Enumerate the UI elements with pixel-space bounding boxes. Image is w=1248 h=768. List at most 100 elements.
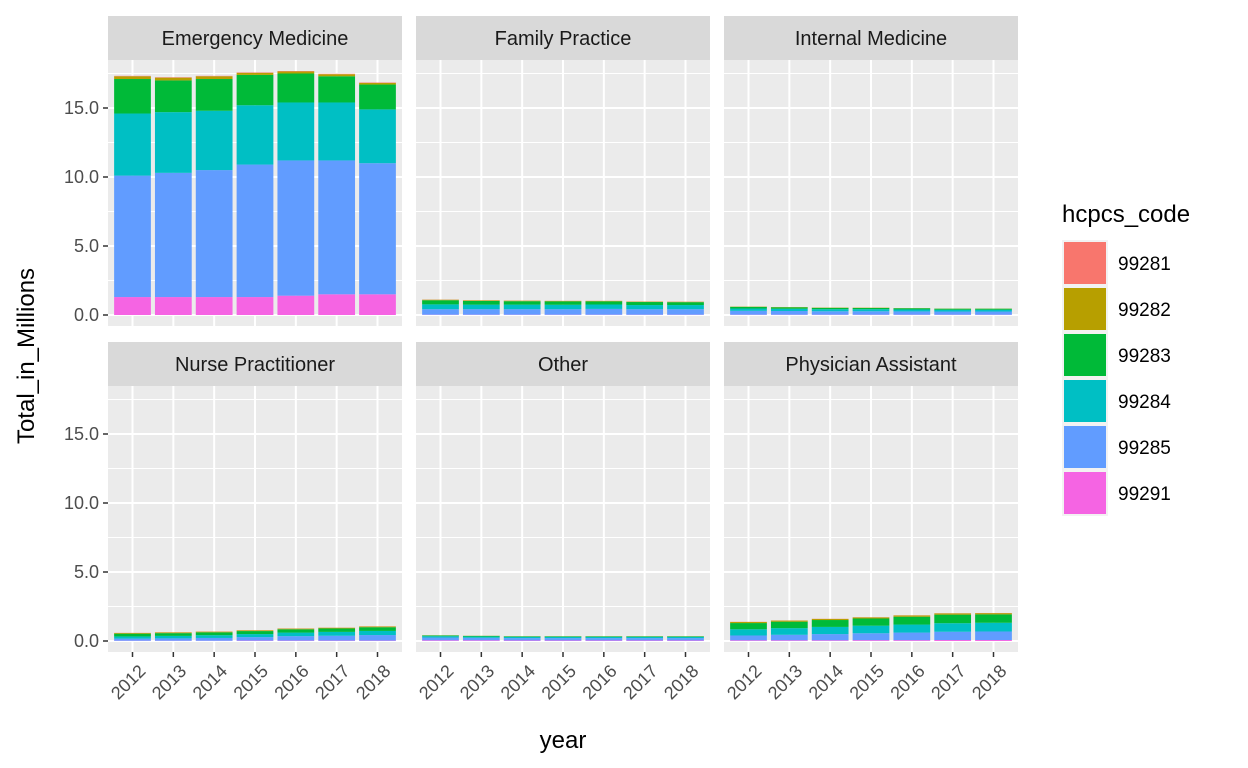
bar-segment-99285 (811, 311, 849, 315)
bar-segment-99283 (359, 627, 396, 631)
bar-segment-99283 (236, 631, 274, 635)
legend-label: 99282 (1118, 300, 1171, 321)
bar-segment-99284 (544, 304, 582, 310)
bar-segment-99291 (154, 297, 192, 315)
x-tick-label: 2012 (107, 661, 149, 703)
legend-item: 99284 (1062, 378, 1171, 424)
x-tick-label: 2012 (415, 661, 457, 703)
bar-segment-99282 (811, 618, 849, 621)
bar-segment-99282 (975, 613, 1012, 615)
bar-segment-99284 (422, 304, 459, 310)
legend-title: hcpcs_code (1062, 201, 1190, 228)
bar-segment-99285 (503, 638, 541, 641)
bar-segment-99283 (503, 636, 541, 637)
bar-segment-99291 (114, 297, 151, 315)
bar-segment-99284 (811, 626, 849, 635)
bar-segment-99284 (770, 628, 808, 635)
x-tick-label: 2013 (456, 661, 498, 703)
facet-panels: Emergency Medicine 0.0 5.0 10.0 15.0 Family P… (64, 16, 1018, 703)
bar-segment-99284 (770, 308, 808, 311)
facet-strip (416, 342, 710, 386)
facet-strip-label: Family Practice (495, 28, 632, 50)
bar-segment-99291 (934, 640, 972, 641)
bar-segment-99285 (462, 309, 500, 315)
y-tick-label: 10.0 (64, 167, 99, 187)
bar-segment-99285 (975, 311, 1012, 315)
facet-strip-label: Internal Medicine (795, 28, 947, 50)
bar-segment-99284 (852, 309, 890, 312)
bar-segment-99284 (626, 305, 664, 310)
bars (114, 626, 396, 641)
bar-segment-99283 (852, 618, 890, 626)
bar-segment-99284 (667, 636, 704, 639)
x-tick-label: 2016 (578, 661, 620, 703)
legend-item: 99285 (1062, 424, 1171, 470)
legend-item: 99291 (1062, 470, 1171, 516)
bar-segment-99285 (626, 638, 664, 641)
bar-segment-99285 (770, 310, 808, 315)
bar-segment-99291 (503, 640, 541, 641)
legend-label: 99281 (1118, 254, 1171, 275)
bar-segment-99283 (195, 79, 233, 111)
x-tick-label: 2012 (723, 661, 765, 703)
bar-segment-99284 (667, 305, 704, 310)
bar-segment-99285 (462, 637, 500, 641)
bar-segment-99282 (770, 620, 808, 622)
bar-segment-99285 (154, 638, 192, 641)
bar-segment-99283 (422, 635, 459, 637)
bar-segment-99284 (114, 636, 151, 639)
bar-segment-99285 (626, 309, 664, 315)
bar-segment-99282 (852, 617, 890, 619)
bars (422, 635, 704, 641)
bar-segment-99285 (544, 309, 582, 315)
facet-panel: Nurse Practitioner 0.0 5.0 10.0 15.0 20122013… (64, 342, 402, 703)
y-tick-label: 10.0 (64, 493, 99, 513)
bar-segment-99283 (585, 301, 623, 305)
bar-segment-99284 (318, 631, 356, 636)
bar-segment-99282 (195, 76, 233, 80)
bar-segment-99291 (667, 640, 704, 641)
bar-segment-99285 (585, 638, 623, 641)
x-tick-label: 2016 (886, 661, 928, 703)
bar-segment-99291 (359, 294, 396, 315)
bar-segment-99291 (277, 295, 315, 315)
facet-strip (416, 16, 710, 60)
facet-panel: Emergency Medicine 0.0 5.0 10.0 15.0 (64, 16, 402, 326)
bar-segment-99285 (585, 308, 623, 315)
bar-segment-99285 (359, 635, 396, 641)
bar-segment-99284 (811, 309, 849, 312)
bar-segment-99285 (422, 637, 459, 641)
bar-segment-99284 (585, 636, 623, 639)
bar-segment-99284 (730, 308, 767, 311)
x-tick-label: 2015 (846, 661, 888, 703)
legend: hcpcs_code 99281 99282 99283 99284 99285 9929… (1062, 201, 1190, 516)
bars (114, 71, 396, 315)
bar-segment-99291 (195, 297, 233, 315)
legend-label: 99283 (1118, 346, 1171, 367)
bar-segment-99291 (318, 294, 356, 315)
bar-segment-99283 (154, 80, 192, 113)
bar-segment-99283 (544, 636, 582, 637)
bar-segment-99284 (236, 634, 274, 638)
legend-item: 99283 (1062, 332, 1171, 378)
x-tick-label: 2014 (189, 661, 231, 703)
x-tick-label: 2018 (660, 661, 702, 703)
bar-segment-99284 (236, 105, 274, 165)
bar-segment-99282 (359, 82, 396, 85)
bar-segment-99285 (195, 170, 233, 298)
legend-label: 99284 (1118, 392, 1171, 413)
bar-segment-99285 (277, 160, 315, 296)
legend-swatch (1064, 380, 1106, 422)
x-axis-title: year (540, 727, 587, 754)
bar-segment-99284 (318, 102, 356, 161)
bar-segment-99282 (422, 299, 459, 301)
bar-segment-99284 (462, 304, 500, 310)
bar-segment-99283 (975, 308, 1012, 310)
bar-segment-99283 (503, 301, 541, 305)
bar-segment-99284 (462, 636, 500, 638)
bar-segment-99285 (318, 635, 356, 641)
facet-strip (724, 16, 1018, 60)
bar-segment-99284 (503, 636, 541, 639)
x-tick-label: 2015 (230, 661, 272, 703)
